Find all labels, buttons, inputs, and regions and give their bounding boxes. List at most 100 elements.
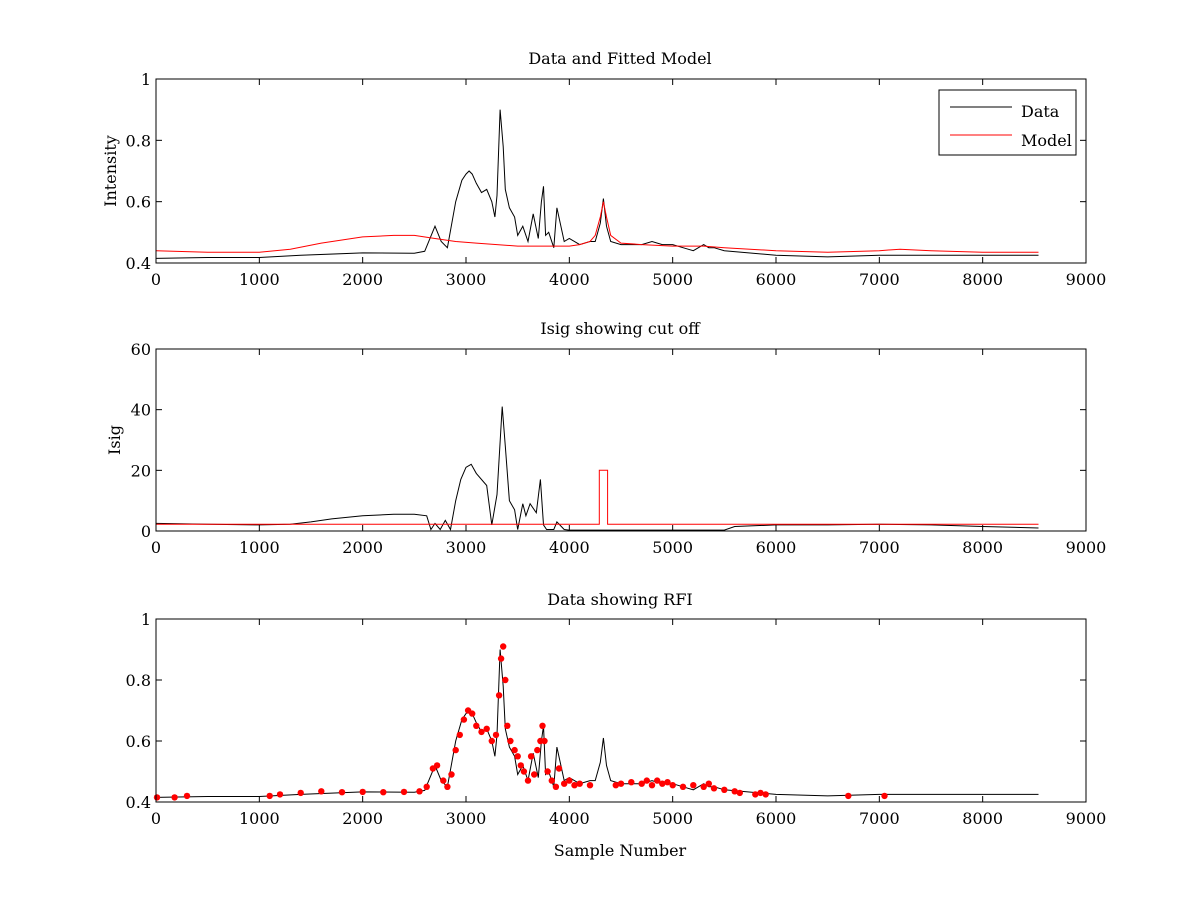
rfi-point [586,782,594,789]
rfi-point [527,753,535,760]
series-line-panel3-0 [155,649,1039,798]
rfi-point [478,728,485,736]
rfi-point [757,789,764,797]
rfi-point [507,737,514,745]
rfi-point [571,782,578,789]
rfi-point [845,792,852,800]
x-tick-label: 3000 [446,538,487,557]
rfi-point [881,792,888,800]
rfi-point [502,676,509,684]
rfi-point [576,780,583,787]
rfi-point [153,794,161,801]
panel-2-axes: 0 1000 2000 3000 4000 5000 6000 7000 8000 9000 0 20… [131,340,1107,557]
rfi-point [456,731,463,739]
y-tick-label: 1 [141,610,151,629]
rfi-point [654,777,661,784]
axes-frame [155,618,1087,803]
y-tick-label: 1 [141,70,151,89]
rfi-point [531,771,538,778]
rfi-point [544,768,551,775]
x-tick-label: 9000 [1066,809,1107,828]
panel-1-title: Data and Fitted Model [528,49,711,68]
x-tick-label: 7000 [859,809,900,828]
rfi-point [440,777,447,784]
rfi-point [171,794,178,801]
x-tick-label: 0 [151,809,161,828]
x-tick-label: 6000 [756,538,797,557]
rfi-point [555,765,563,772]
rfi-point [752,791,759,798]
rfi-point [514,753,521,760]
x-tick-label: 1000 [239,809,280,828]
y-tick-label: 40 [131,401,151,420]
x-tick-label: 1000 [239,270,280,289]
rfi-point [511,746,518,754]
rfi-point [648,782,656,789]
legend-label-data: Data [1021,102,1060,121]
panel-3-axes: 0 1000 2000 3000 4000 5000 6000 7000 8000 9000 0.4… [126,610,1107,828]
panel-2-title: Isig showing cut off [540,319,701,338]
x-tick-label: 4000 [549,270,590,289]
x-tick-label: 0 [151,538,161,557]
rfi-point [534,746,541,754]
series-line-model [155,201,1039,253]
rfi-point [338,789,346,796]
y-tick-label: 60 [131,340,151,359]
x-tick-label: 6000 [756,809,797,828]
rfi-point [731,788,738,795]
rfi-point [444,783,451,790]
y-tick-label: 0.4 [126,254,151,273]
rfi-point [497,655,505,662]
rfi-point [690,782,697,789]
rfi-point [762,791,769,798]
y-tick-label: 20 [131,461,151,480]
rfi-point [488,737,495,745]
series-line-data [155,109,1039,259]
rfi-point [318,788,325,795]
x-tick-label: 3000 [446,809,487,828]
rfi-point [452,746,459,754]
x-tick-label: 3000 [446,270,487,289]
panel-1-axes: 0 1000 2000 3000 4000 5000 6000 7000 8000 9000 0.4… [126,70,1107,289]
y-tick-label: 0.8 [126,671,151,690]
axes-frame [155,78,1087,264]
rfi-point [638,780,645,787]
rfi-point [628,779,635,786]
rfi-point [473,722,480,729]
legend: Data Model [938,89,1077,156]
panel-1-ylabel: Intensity [101,135,120,207]
rfi-point [416,788,423,795]
x-tick-label: 0 [151,270,161,289]
rfi-point [423,783,430,790]
rfi-point [659,780,666,787]
y-tick-label: 0.6 [126,193,151,212]
y-tick-label: 0 [141,522,151,541]
x-tick-label: 8000 [962,538,1003,557]
rfi-point [705,780,712,787]
rfi-point [541,737,548,745]
rfi-point [520,768,528,775]
rfi-point [566,777,573,784]
rfi-point [500,643,507,650]
x-tick-label: 2000 [342,538,383,557]
rfi-point [448,771,455,778]
legend-label-model: Model [1021,131,1072,150]
rfi-point [552,783,560,790]
x-tick-label: 4000 [549,809,590,828]
rfi-point [700,783,707,790]
rfi-point [483,725,490,732]
rfi-point [266,792,273,800]
panel-3-title: Data showing RFI [547,590,692,609]
rfi-point [561,780,568,787]
rfi-point [183,792,191,800]
x-tick-label: 2000 [342,809,383,828]
x-tick-label: 6000 [756,270,797,289]
panel-data-and-fitted-model: Data and Fitted Model Intensity 0 1000 200… [101,49,1106,289]
axes-frame [155,348,1087,532]
rfi-point [492,731,500,739]
series-line-panel2-1 [156,469,1039,525]
rfi-point [539,722,546,729]
x-tick-label: 9000 [1066,538,1107,557]
legend-box [938,89,1077,156]
